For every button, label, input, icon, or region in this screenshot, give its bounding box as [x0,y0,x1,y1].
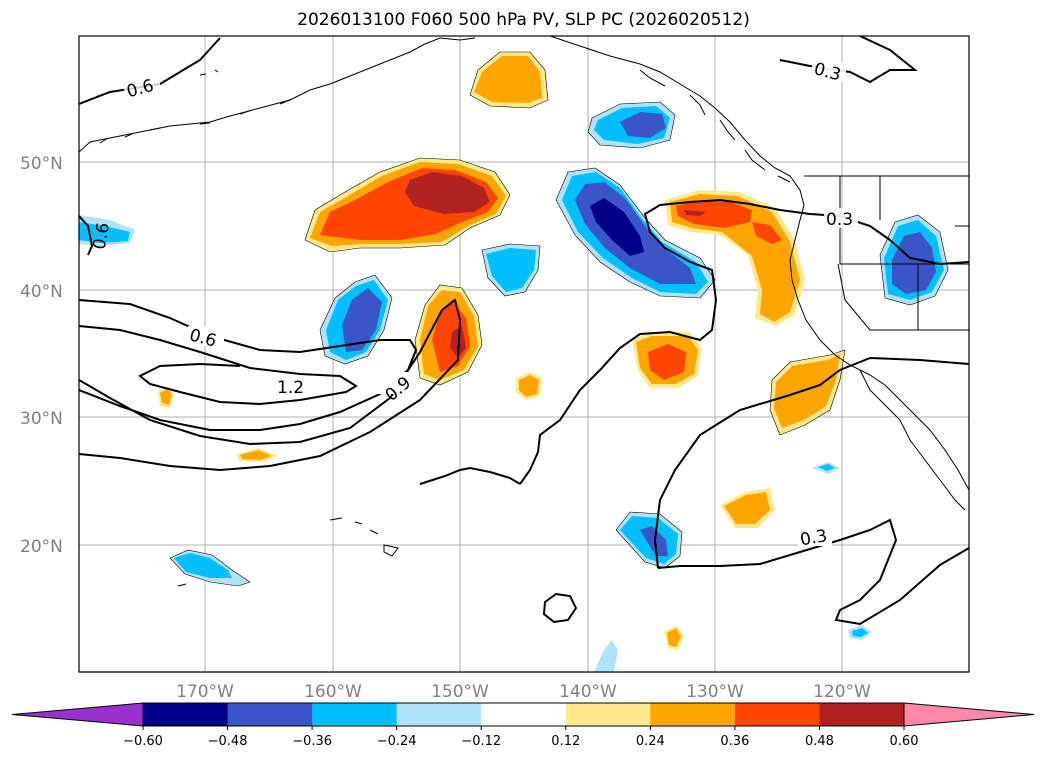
contour-label: 0.6 [90,221,114,251]
colorbar-segment [396,703,482,726]
pv-positive-blob [774,354,840,428]
colorbar-tick-label: 0.24 [636,734,665,749]
pv-positive-blob [676,200,752,228]
pv-positive-blob [684,210,706,216]
colorbar-segment [227,703,313,726]
lat-labels: 50°N 40°N 30°N 20°N [20,154,63,557]
lat-label: 40°N [20,282,63,302]
pv-positive-blob [405,172,490,214]
colorbar-segment [819,703,905,726]
lon-label: 170°W [176,682,234,702]
colorbar-tick-label: 0.60 [890,734,919,749]
lat-label: 20°N [20,537,63,557]
pv-outline [169,51,949,587]
pv-positive-blob [519,375,539,397]
contour-label: 0.3 [826,210,853,230]
map-frame [78,35,970,673]
pv-negative-blob [852,628,868,637]
pv-negative-blob [594,640,618,672]
pv-negative-blob [620,112,666,138]
pv-negative-blob [79,222,130,243]
lon-label: 160°W [304,682,362,702]
colorbar-extend-min [11,702,144,727]
map-background [79,36,969,672]
pv-positive-blob [667,628,681,647]
colorbar-tick-label: −0.12 [461,734,501,749]
pv-positive-blob [160,389,172,405]
colorbar-tick-label: 0.12 [551,734,580,749]
pv-positive-blob [724,492,770,524]
colorbar-segment [734,703,820,726]
colorbar-segment [565,703,651,726]
pv-negative-blob [818,464,835,471]
colorbar-segment [650,703,736,726]
pv-positive-blob [752,222,782,244]
map-title: 2026013100 F060 500 hPa PV, SLP PC (2026… [297,10,750,30]
pv-positive-blob [240,450,272,460]
contour-label: 1.2 [277,378,304,398]
pv-negative-blob [892,232,936,294]
lon-label: 140°W [559,682,617,702]
lon-label: 150°W [431,682,489,702]
colorbar-segment [312,703,398,726]
lon-label: 130°W [686,682,744,702]
pv-negative-blob [486,248,536,292]
colorbar-tick-label: 0.48 [805,734,834,749]
pv-negative-blob [590,198,644,256]
colorbar-tick-label: −0.48 [208,734,248,749]
colorbar-tick-label: 0.36 [720,734,749,749]
contour-label: 0.3 [799,526,829,550]
pv-positive-blob [648,344,686,380]
lon-labels: 170°W 160°W 150°W 140°W 130°W 120°W [176,682,871,702]
colorbar-extend-max [903,702,1035,727]
colorbar-tick-label: −0.24 [377,734,417,749]
lon-label: 120°W [813,682,871,702]
pv-positive-blob [474,56,542,103]
pv-negative-blob [342,288,382,352]
colorbar-segment [143,703,229,726]
lat-label: 50°N [20,154,63,174]
colorbar-tick-label: −0.60 [123,734,163,749]
colorbar-tick-label: −0.36 [292,734,332,749]
lat-label: 30°N [20,409,63,429]
colorbar-frame [142,702,905,727]
pv-negative-blob [174,553,232,578]
pv-negative-blob [640,526,668,556]
colorbar: −0.60 −0.48 −0.36 −0.24 −0.12 0.12 0.24 0.36 0.4… [11,702,1035,749]
pv-shading [79,52,948,672]
coastlines [79,36,969,587]
colorbar-segment [481,703,567,726]
contour-labels: 0.6 0.6 0.6 1.2 0.9 0.3 0.3 0.3 [90,59,858,550]
